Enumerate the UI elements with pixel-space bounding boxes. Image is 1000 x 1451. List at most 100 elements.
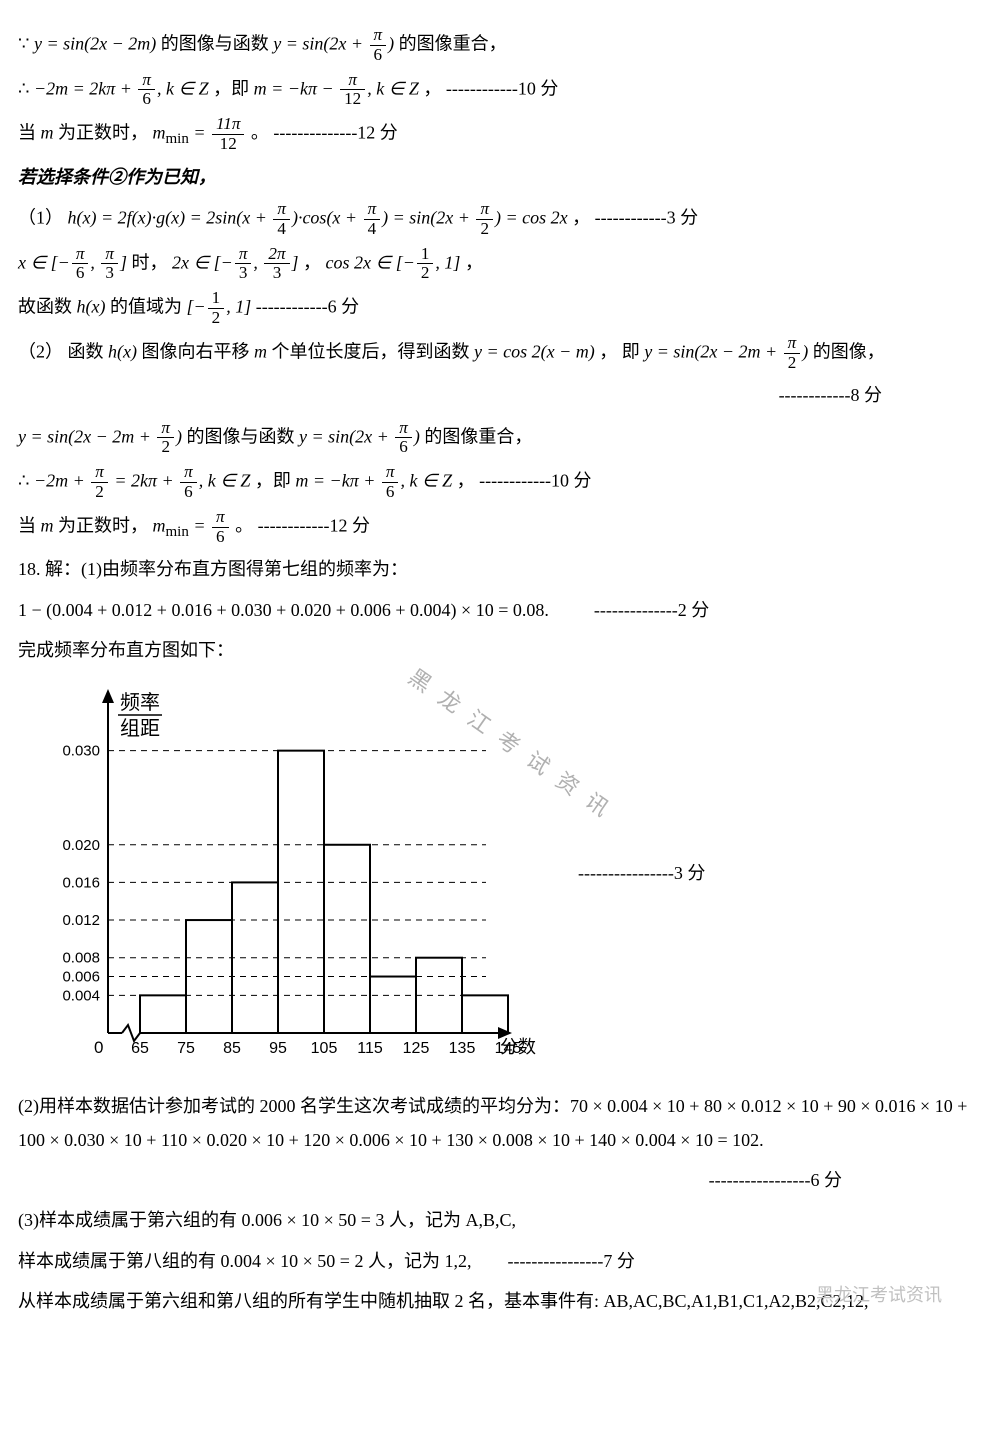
text: ， 即 <box>599 341 644 361</box>
q18-calc: 1 − (0.004 + 0.012 + 0.016 + 0.030 + 0.0… <box>18 593 982 627</box>
svg-text:组距: 组距 <box>120 717 160 740</box>
svg-text:频率: 频率 <box>120 691 160 714</box>
expr: y = sin(2x + <box>273 33 367 53</box>
math-line-mmin2: 当 m 为正数时， mmin = π6 。 ------------12 分 <box>18 508 982 547</box>
svg-text:0: 0 <box>94 1038 103 1057</box>
svg-text:65: 65 <box>131 1040 149 1057</box>
frac: π6 <box>72 245 89 284</box>
expr: , 1] <box>435 252 460 272</box>
text: ， <box>572 207 595 227</box>
frac: 12 <box>208 289 225 328</box>
q18-p3a: (3)样本成绩属于第六组的有 0.006 × 10 × 50 = 3 人，记为 … <box>18 1203 982 1237</box>
hist-intro: 完成频率分布直方图如下： <box>18 633 982 667</box>
expr: ] <box>120 252 127 272</box>
score-10: ------------10 分 <box>446 78 558 98</box>
expr: x ∈ [− <box>18 252 70 272</box>
text: （2） 函数 <box>18 341 108 361</box>
page: 黑龙江考试资讯 ∵ y = sin(2x − 2m) 的图像与函数 y = si… <box>18 26 982 1318</box>
score-8: ------------8 分 <box>779 385 882 405</box>
text: 的图像重合， <box>399 33 507 53</box>
expr: y = sin(2x − 2m) <box>34 33 156 53</box>
expr: , k ∈ Z <box>367 78 419 98</box>
text: 当 <box>18 515 41 535</box>
text: ∴ <box>18 78 34 98</box>
math-line-overlap: y = sin(2x − 2m + π2) 的图像与函数 y = sin(2x … <box>18 419 982 458</box>
histogram-svg: 频率组距0.0040.0060.0080.0120.0160.0200.0306… <box>18 673 538 1073</box>
math-line-2: ∴ −2m = 2kπ + π6, k ∈ Z ，即 m = −kπ − π12… <box>18 71 982 110</box>
expr: m <box>153 515 166 535</box>
score-line-6: -----------------6 分 <box>18 1163 982 1197</box>
frac: π6 <box>212 508 229 547</box>
expr: y = sin(2x − 2m + <box>644 341 781 361</box>
frac: π12 <box>340 71 365 110</box>
frac: π4 <box>364 200 381 239</box>
histogram-chart: 频率组距0.0040.0060.0080.0120.0160.0200.0306… <box>18 673 538 1073</box>
svg-text:95: 95 <box>269 1040 287 1057</box>
expr: , k ∈ Z <box>400 471 452 491</box>
expr: , k ∈ Z <box>157 78 209 98</box>
frac: π3 <box>101 245 118 284</box>
expr: , <box>90 252 99 272</box>
frac: π6 <box>138 71 155 110</box>
q18-p3b: 样本成绩属于第八组的有 0.004 × 10 × 50 = 2 人，记为 1,2… <box>18 1244 982 1278</box>
p3b-text: 样本成绩属于第八组的有 0.004 × 10 × 50 = 2 人，记为 1,2… <box>18 1251 471 1271</box>
frac: 11π12 <box>212 115 244 154</box>
calc-text: 1 − (0.004 + 0.012 + 0.016 + 0.030 + 0.0… <box>18 600 549 620</box>
expr: ] <box>292 252 299 272</box>
text: 。 <box>251 123 274 143</box>
frac: π6 <box>382 463 399 502</box>
frac: π3 <box>235 245 252 284</box>
svg-text:75: 75 <box>177 1040 195 1057</box>
text: 为正数时， <box>58 515 153 535</box>
expr: ) = cos 2x <box>495 207 568 227</box>
expr: ) <box>176 426 182 446</box>
expr: )·cos(x + <box>292 207 362 227</box>
expr: 2x ∈ [− <box>172 252 233 272</box>
expr: , <box>253 252 262 272</box>
score-7: ----------------7 分 <box>507 1251 634 1271</box>
q18-header: 18. 解：(1)由频率分布直方图得第七组的频率为： <box>18 552 982 586</box>
var-m: m <box>254 341 267 361</box>
expr: y = cos 2(x − m) <box>474 341 595 361</box>
text: 个单位长度后，得到函数 <box>271 341 474 361</box>
chart-row: 频率组距0.0040.0060.0080.0120.0160.0200.0306… <box>18 673 982 1073</box>
expr: ) = sin(2x + <box>382 207 474 227</box>
text: 时， <box>132 252 173 272</box>
expr: ) <box>388 33 394 53</box>
score-10b: ------------10 分 <box>479 471 591 491</box>
svg-text:0.006: 0.006 <box>62 968 100 985</box>
sub: min <box>166 524 189 540</box>
frac: π6 <box>180 463 197 502</box>
frac: π4 <box>273 200 290 239</box>
text: ， <box>423 78 441 98</box>
expr: h(x) = 2f(x)·g(x) = 2sin(x + <box>68 207 272 227</box>
expr: −2m = 2kπ + <box>34 78 136 98</box>
text: 的图像重合， <box>424 426 532 446</box>
math-line-xrange: x ∈ [−π6, π3] 时， 2x ∈ [−π3, 2π3] ， cos 2… <box>18 245 982 284</box>
frac: 12 <box>417 245 434 284</box>
score-12: --------------12 分 <box>273 123 397 143</box>
text: ∵ <box>18 33 34 53</box>
text: 的值域为 <box>110 297 187 317</box>
svg-text:105: 105 <box>311 1040 338 1057</box>
svg-text:0.004: 0.004 <box>62 987 100 1004</box>
math-line-3: 当 m 为正数时， mmin = 11π12 。 --------------1… <box>18 115 982 154</box>
score-2: --------------2 分 <box>594 600 709 620</box>
frac: π2 <box>91 463 108 502</box>
text: 为正数时， <box>58 123 153 143</box>
condition-2-header: 若选择条件②作为已知， <box>18 160 982 194</box>
math-line-shift: （2） 函数 h(x) 图像向右平移 m 个单位长度后，得到函数 y = cos… <box>18 334 982 373</box>
svg-text:0.030: 0.030 <box>62 743 100 760</box>
expr: cos 2x ∈ [− <box>326 252 415 272</box>
q18-p3c: 从样本成绩属于第六组和第八组的所有学生中随机抽取 2 名，基本事件有: AB,A… <box>18 1284 982 1318</box>
text: 。 <box>235 515 258 535</box>
math-line-range: 故函数 h(x) 的值域为 [−12, 1] ------------6 分 <box>18 289 982 328</box>
text: 的图像与函数 <box>161 33 274 53</box>
score-6b: -----------------6 分 <box>709 1170 842 1190</box>
svg-text:分数: 分数 <box>500 1037 536 1057</box>
frac: π2 <box>784 334 801 373</box>
svg-text:0.008: 0.008 <box>62 950 100 967</box>
expr: h(x) <box>108 341 137 361</box>
svg-text:0.016: 0.016 <box>62 874 100 891</box>
svg-text:125: 125 <box>403 1040 430 1057</box>
